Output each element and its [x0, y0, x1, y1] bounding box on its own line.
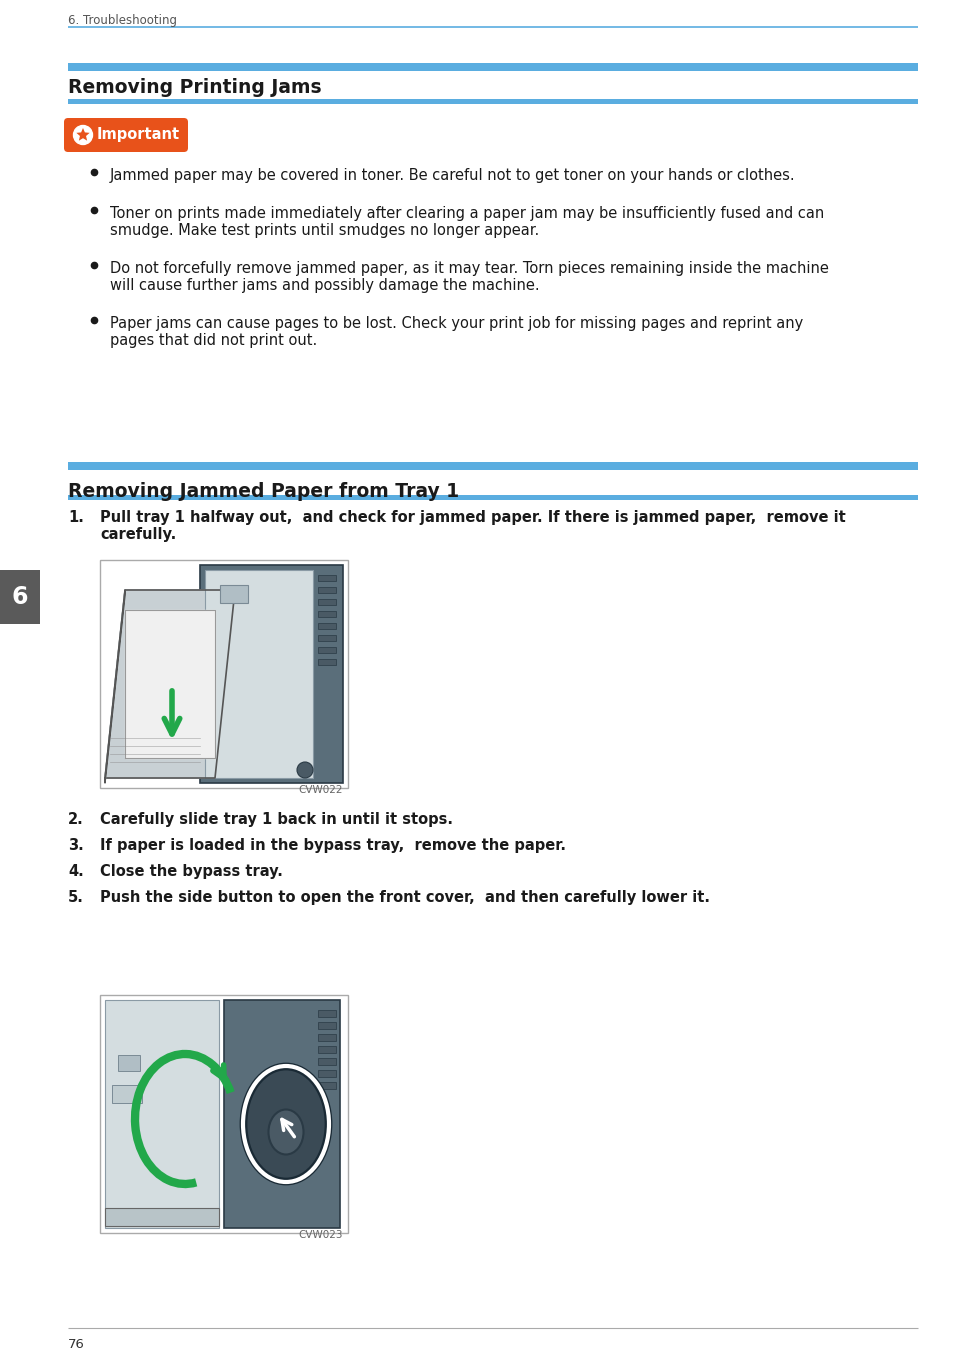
Text: Carefully slide tray 1 back in until it stops.: Carefully slide tray 1 back in until it … [100, 812, 453, 827]
Text: CVW022: CVW022 [298, 785, 343, 796]
Bar [100, 560, 348, 787]
Text: Paper jams can cause pages to be lost. Check your print job for missing pages an: Paper jams can cause pages to be lost. C… [110, 316, 804, 330]
Bar [68, 462, 918, 471]
Bar [318, 588, 336, 593]
Text: Removing Jammed Paper from Tray 1: Removing Jammed Paper from Tray 1 [68, 481, 459, 500]
Bar [318, 598, 336, 605]
Bar [0, 570, 40, 624]
Bar [105, 1208, 219, 1225]
Bar [318, 611, 336, 617]
Bar [318, 660, 336, 665]
Text: carefully.: carefully. [100, 526, 176, 543]
Text: Pull tray 1 halfway out,  and check for jammed paper. If there is jammed paper, : Pull tray 1 halfway out, and check for j… [100, 510, 846, 525]
Bar [318, 1034, 336, 1040]
Text: 1.: 1. [68, 510, 83, 525]
Text: Jammed paper may be covered in toner. Be careful not to get toner on your hands : Jammed paper may be covered in toner. Be… [110, 169, 796, 184]
Bar [105, 1000, 219, 1228]
Polygon shape [105, 590, 235, 778]
Text: will cause further jams and possibly damage the machine.: will cause further jams and possibly dam… [110, 277, 540, 292]
Ellipse shape [269, 1110, 303, 1155]
Text: Do not forcefully remove jammed paper, as it may tear. Torn pieces remaining ins: Do not forcefully remove jammed paper, a… [110, 261, 829, 276]
Text: Important: Important [97, 128, 180, 143]
Text: 6: 6 [12, 585, 28, 609]
Bar [318, 1070, 336, 1077]
Bar [100, 996, 348, 1234]
Text: Toner on prints made immediately after clearing a paper jam may be insufficientl: Toner on prints made immediately after c… [110, 205, 824, 220]
Bar [318, 575, 336, 581]
Bar [205, 570, 313, 778]
Text: CVW023: CVW023 [298, 1229, 343, 1240]
FancyBboxPatch shape [64, 118, 188, 152]
Circle shape [74, 125, 92, 144]
Bar [318, 635, 336, 641]
Bar [118, 1055, 140, 1072]
Bar [318, 647, 336, 653]
Text: 3.: 3. [68, 838, 83, 853]
Bar [224, 1000, 340, 1228]
Text: 4.: 4. [68, 864, 83, 879]
Polygon shape [125, 611, 215, 758]
Bar [200, 564, 343, 783]
Text: Removing Printing Jams: Removing Printing Jams [68, 78, 321, 97]
Bar [318, 1021, 336, 1030]
Text: pages that did not print out.: pages that did not print out. [110, 333, 317, 348]
Bar [68, 63, 918, 71]
Bar [68, 99, 918, 103]
Text: 76: 76 [68, 1338, 85, 1350]
Text: 6. Troubleshooting: 6. Troubleshooting [68, 14, 177, 27]
Bar [318, 1083, 336, 1089]
Bar [112, 1085, 142, 1103]
Bar [318, 1010, 336, 1017]
Ellipse shape [246, 1069, 326, 1179]
Bar [220, 585, 248, 602]
Bar [318, 1046, 336, 1053]
Bar [318, 1058, 336, 1065]
Text: 5.: 5. [68, 889, 83, 904]
Text: 2.: 2. [68, 812, 83, 827]
Polygon shape [77, 128, 89, 140]
Polygon shape [105, 590, 125, 783]
Text: Close the bypass tray.: Close the bypass tray. [100, 864, 283, 879]
Text: Push the side button to open the front cover,  and then carefully lower it.: Push the side button to open the front c… [100, 889, 710, 904]
Circle shape [297, 762, 313, 778]
Text: If paper is loaded in the bypass tray,  remove the paper.: If paper is loaded in the bypass tray, r… [100, 838, 566, 853]
Text: smudge. Make test prints until smudges no longer appear.: smudge. Make test prints until smudges n… [110, 223, 539, 238]
Bar [318, 623, 336, 628]
Bar [68, 495, 918, 500]
